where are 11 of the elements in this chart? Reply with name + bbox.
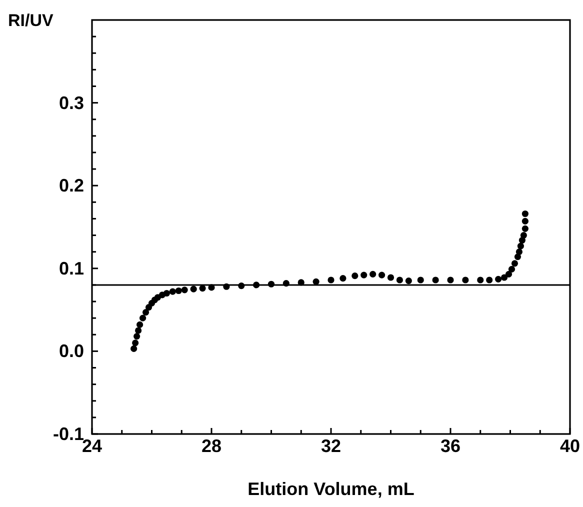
y-axis-title: RI/UV	[8, 11, 54, 30]
y-tick-label: 0.0	[58, 341, 84, 362]
y-tick-label: 0.3	[58, 92, 84, 113]
y-tick-label: 0.1	[58, 258, 84, 278]
x-tick-label: 40	[560, 436, 580, 456]
x-tick-label: 28	[201, 436, 222, 456]
y-tick-label: 0.2	[58, 176, 84, 196]
y-tick-label: -0.1	[52, 424, 84, 444]
x-tick-label: 36	[440, 436, 461, 456]
x-axis-title: Elution Volume, mL	[248, 479, 414, 499]
x-tick-label: 32	[320, 436, 342, 456]
